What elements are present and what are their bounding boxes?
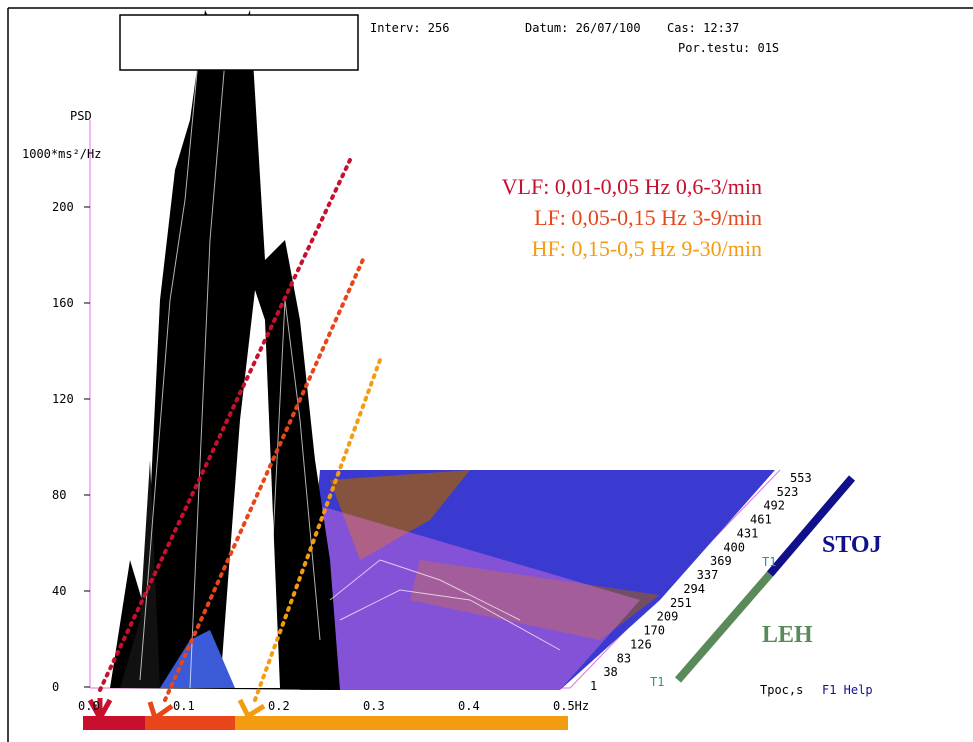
time-tick-label: 83 xyxy=(617,651,631,665)
time-tick-label: 209 xyxy=(657,610,679,624)
time-tick-label: 523 xyxy=(777,485,799,499)
time-tick-label: 251 xyxy=(670,596,692,610)
test: Por.testu: 01S xyxy=(678,41,779,55)
time-tick-label: 492 xyxy=(763,499,785,513)
date: Datum: 26/07/100 xyxy=(525,21,641,35)
x-tick-label: 0.5Hz xyxy=(553,699,589,713)
x-tick-label: 0.1 xyxy=(173,699,195,713)
band-label: HF: 0,15-0,5 Hz 9-30/min xyxy=(532,236,762,261)
x-tick-label: 0.3 xyxy=(363,699,385,713)
time-tick-label: 553 xyxy=(790,471,812,485)
time-tick-label: 294 xyxy=(683,582,705,596)
y-tick-label: 40 xyxy=(52,584,66,598)
marker: T1 xyxy=(650,675,664,689)
y-tick-label: 160 xyxy=(52,296,74,310)
time-tick-label: 337 xyxy=(697,568,719,582)
band-label: VLF: 0,01-0,05 Hz 0,6-3/min xyxy=(502,174,762,199)
time-tick-label: 461 xyxy=(750,513,772,527)
marker: T1 xyxy=(762,555,776,569)
y-tick-label: 0 xyxy=(52,680,59,694)
time-tick-label: 1 xyxy=(590,679,597,693)
help[interactable]: F1 Help xyxy=(822,683,873,697)
time-tick-label: 126 xyxy=(630,637,652,651)
time-label: Tpoc,s xyxy=(760,683,803,697)
screen: Interv: 256 Datum: 26/07/100 Cas: 12:37 … xyxy=(0,0,973,742)
time-tick-label: 400 xyxy=(723,540,745,554)
y-tick-label: 80 xyxy=(52,488,66,502)
lie-label: LEH xyxy=(762,622,813,648)
interval: Interv: 256 xyxy=(370,21,449,35)
time: Cas: 12:37 xyxy=(667,21,739,35)
time-tick-label: 431 xyxy=(737,526,759,540)
x-tick-label: 0.4 xyxy=(458,699,480,713)
x-tick-label: 0.0 xyxy=(78,699,100,713)
y-label: PSD xyxy=(70,109,92,123)
y-tick-label: 200 xyxy=(52,200,74,214)
time-tick-label: 170 xyxy=(643,624,665,638)
time-tick-label: 369 xyxy=(710,554,732,568)
stand-label: STOJ xyxy=(822,532,882,558)
y-tick-label: 120 xyxy=(52,392,74,406)
y-unit: 1000*ms²/Hz xyxy=(22,147,101,161)
band-label: LF: 0,05-0,15 Hz 3-9/min xyxy=(534,205,762,230)
x-tick-label: 0.2 xyxy=(268,699,290,713)
time-tick-label: 38 xyxy=(603,665,617,679)
